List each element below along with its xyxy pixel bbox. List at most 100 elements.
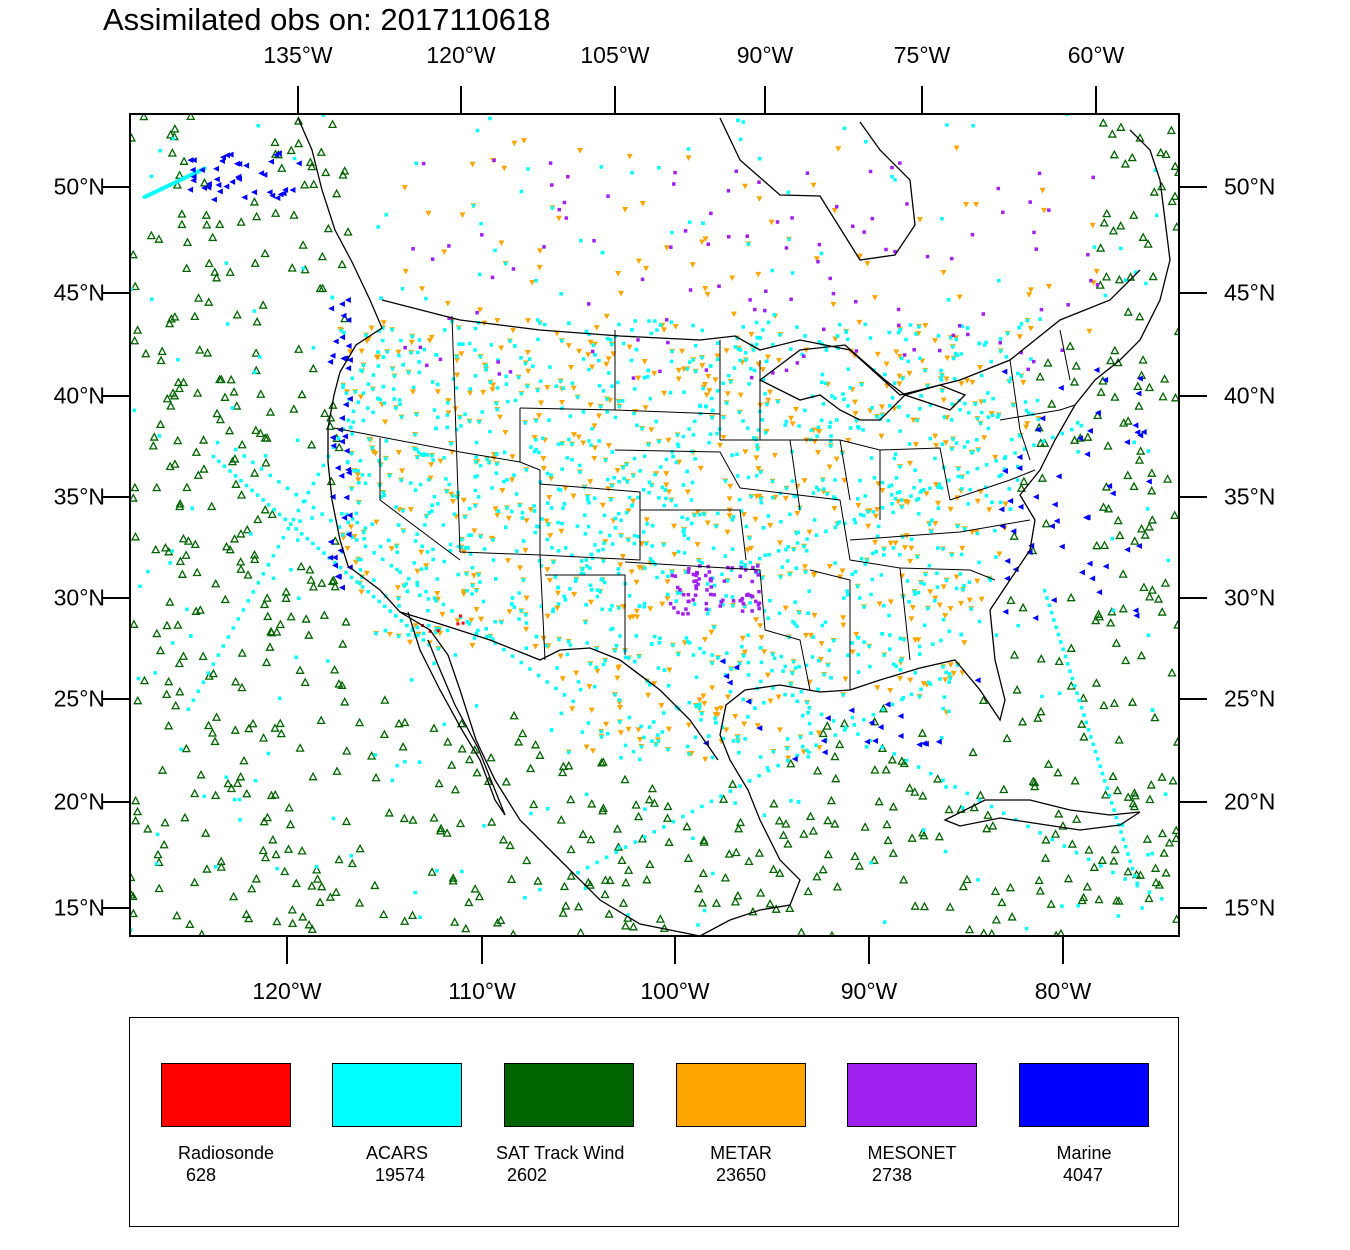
acars-marker (346, 460, 350, 464)
sat-track-wind-marker (1172, 737, 1179, 746)
radiosonde-marker (436, 629, 440, 633)
acars-marker (688, 360, 692, 364)
acars-marker (610, 542, 615, 546)
metar-marker (912, 442, 919, 448)
marine-marker (1076, 435, 1083, 442)
acars-marker (344, 570, 348, 575)
acars-marker (589, 443, 593, 447)
metar-marker (935, 500, 942, 507)
sat-track-wind-marker (682, 821, 692, 831)
acars-marker (785, 758, 790, 763)
acars-marker (835, 418, 839, 422)
acars-marker (434, 626, 439, 631)
acars-marker (595, 588, 600, 592)
legend-label: MESONET (867, 1143, 957, 1163)
sat-track-wind-marker (379, 909, 389, 919)
sat-track-wind-marker (159, 839, 169, 849)
acars-marker (555, 666, 559, 670)
mesonet-marker (740, 609, 745, 613)
acars-marker (730, 595, 735, 599)
acars-marker (527, 357, 532, 361)
acars-marker (656, 666, 661, 670)
acars-marker (941, 706, 945, 711)
acars-marker (642, 835, 647, 839)
sat-track-wind-marker (621, 877, 631, 887)
acars-marker (868, 336, 873, 340)
metar-marker (807, 632, 814, 639)
acars-marker (1119, 830, 1123, 834)
metar-marker (588, 707, 595, 714)
metar-marker (754, 723, 761, 729)
sat-track-wind-marker (316, 715, 326, 725)
mesonet-marker (755, 564, 760, 568)
sat-track-wind-marker (204, 297, 214, 306)
acars-marker (854, 418, 859, 423)
acars-marker (584, 329, 589, 334)
marine-marker (791, 755, 798, 762)
acars-marker (902, 637, 906, 642)
acars-marker (445, 425, 449, 430)
sat-track-wind-marker (249, 549, 260, 559)
acars-marker (674, 503, 678, 508)
mesonet-marker (672, 606, 676, 610)
sat-track-wind-marker (139, 675, 150, 685)
metar-marker (777, 540, 784, 546)
sat-track-wind-marker (1167, 196, 1177, 206)
metar-marker (599, 502, 606, 509)
marine-marker (1001, 467, 1008, 474)
acars-marker (754, 437, 758, 442)
acars-marker (882, 604, 886, 608)
acars-marker (939, 368, 943, 373)
sat-track-wind-marker (561, 901, 571, 910)
acars-marker (956, 474, 961, 479)
acars-marker (693, 343, 698, 348)
acars-marker (732, 366, 737, 370)
acars-marker (395, 550, 400, 555)
metar-marker (372, 450, 379, 457)
sat-track-wind-marker (1030, 777, 1040, 787)
acars-marker (476, 572, 481, 577)
acars-marker (909, 494, 913, 498)
sat-track-wind-marker (370, 880, 380, 890)
sat-track-wind-marker (457, 744, 467, 753)
metar-marker (702, 285, 709, 292)
acars-marker (662, 503, 666, 508)
acars-marker (741, 419, 745, 423)
acars-marker (394, 505, 399, 509)
legend-item-mesonet: MESONET 2738 (847, 1063, 977, 1186)
sat-track-wind-marker (317, 881, 327, 891)
metar-marker (752, 516, 759, 523)
acars-marker (971, 124, 975, 128)
metar-marker (643, 517, 650, 523)
acars-marker (993, 528, 997, 533)
metar-marker (532, 644, 539, 650)
metar-marker (1016, 334, 1023, 340)
sat-track-wind-marker (237, 682, 247, 692)
acars-marker (875, 534, 880, 539)
acars-marker (740, 644, 744, 649)
metar-marker (974, 578, 981, 585)
acars-marker (1146, 449, 1151, 453)
acars-marker (610, 450, 614, 454)
acars-marker (263, 454, 268, 458)
acars-marker (496, 358, 500, 362)
acars-marker (766, 320, 771, 325)
acars-marker (908, 323, 913, 327)
acars-marker (617, 511, 621, 516)
acars-marker (358, 568, 363, 572)
mesonet-marker (896, 307, 901, 312)
acars-marker (823, 381, 828, 386)
acars-marker (465, 589, 469, 593)
marine-marker (187, 157, 194, 164)
sat-track-wind-marker (506, 874, 517, 884)
acars-marker (656, 739, 661, 743)
sat-track-wind-marker (133, 695, 143, 705)
metar-marker (605, 486, 612, 492)
acars-marker (460, 869, 464, 874)
acars-marker (376, 225, 380, 229)
acars-marker (700, 355, 704, 360)
acars-marker (856, 497, 860, 501)
metar-marker (803, 632, 810, 639)
legend-label: METAR (710, 1143, 772, 1163)
acars-marker (538, 887, 542, 892)
